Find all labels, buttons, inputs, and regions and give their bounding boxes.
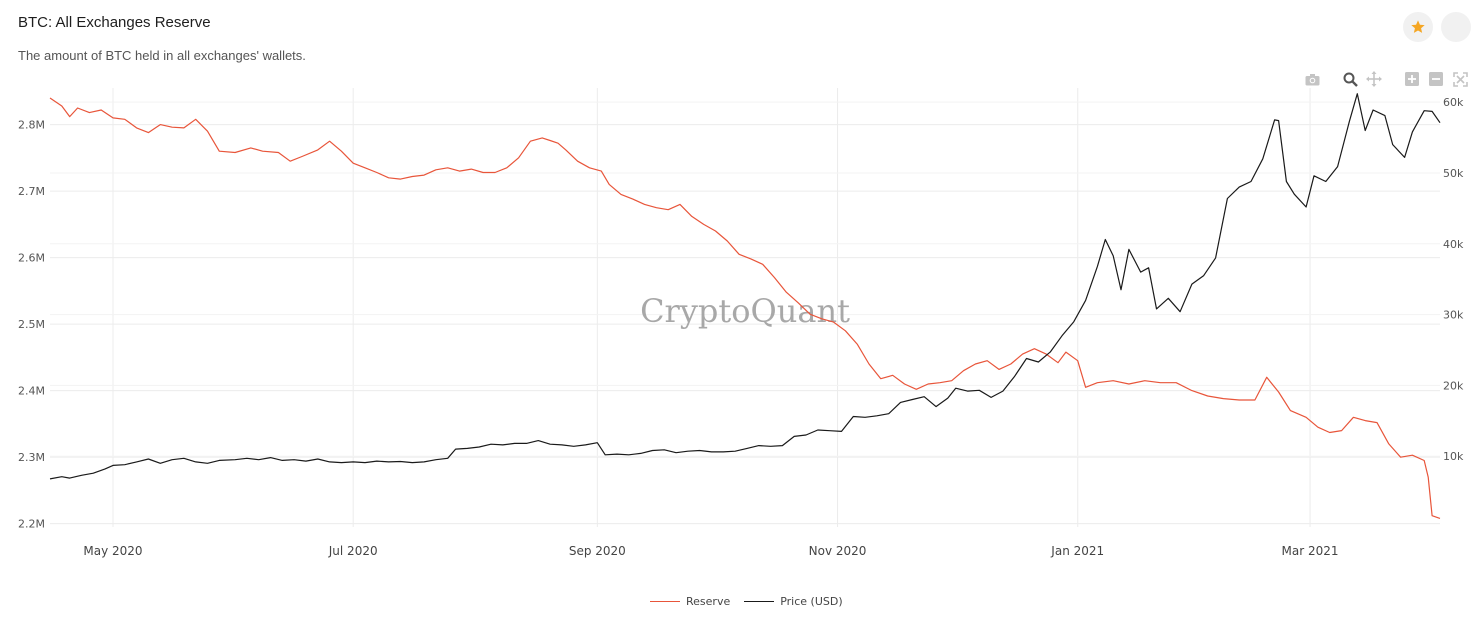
y-left-tick-label: 2.4M bbox=[18, 385, 45, 398]
y-right-tick-label: 10k bbox=[1443, 450, 1464, 463]
y-right-tick-label: 30k bbox=[1443, 309, 1464, 322]
y-left-tick-label: 2.2M bbox=[18, 518, 45, 531]
zoom-out-icon[interactable] bbox=[1427, 70, 1445, 88]
y-right-tick-label: 50k bbox=[1443, 167, 1464, 180]
x-tick-label: Mar 2021 bbox=[1282, 544, 1339, 558]
legend-swatch-reserve bbox=[650, 601, 680, 602]
y-right-tick-label: 20k bbox=[1443, 379, 1464, 392]
left-axis: 2.2M 2.3M 2.4M 2.5M 2.6M 2.7M 2.8M bbox=[18, 119, 45, 531]
legend-swatch-price bbox=[744, 601, 775, 602]
star-icon bbox=[1411, 20, 1425, 33]
x-tick-label: May 2020 bbox=[83, 544, 142, 558]
x-tick-label: Jan 2021 bbox=[1050, 544, 1104, 558]
y-left-tick-label: 2.7M bbox=[18, 185, 45, 198]
reset-axes-icon[interactable] bbox=[1451, 70, 1469, 88]
x-tick-label: Jul 2020 bbox=[328, 544, 378, 558]
reserve-series-line bbox=[49, 97, 1441, 519]
chart-subtitle: The amount of BTC held in all exchanges'… bbox=[18, 48, 306, 63]
legend-item-reserve[interactable]: Reserve bbox=[650, 595, 730, 608]
y-left-tick-label: 2.8M bbox=[18, 119, 45, 132]
camera-icon[interactable] bbox=[1303, 70, 1321, 88]
price-series-line bbox=[49, 93, 1441, 480]
zoom-in-icon[interactable] bbox=[1403, 70, 1421, 88]
legend-label-reserve: Reserve bbox=[686, 595, 731, 608]
grid-lines bbox=[50, 88, 1440, 527]
series-layer bbox=[49, 93, 1441, 519]
chart-toolbar bbox=[1303, 70, 1469, 88]
pan-icon[interactable] bbox=[1365, 70, 1383, 88]
y-left-tick-label: 2.5M bbox=[18, 318, 45, 331]
y-right-tick-label: 40k bbox=[1443, 238, 1464, 251]
right-axis: 10k 20k 30k 40k 50k 60k bbox=[1443, 96, 1464, 463]
watermark: CryptoQuant bbox=[640, 292, 850, 330]
x-axis: May 2020 Jul 2020 Sep 2020 Nov 2020 Jan 2021… bbox=[83, 544, 1338, 558]
zoom-icon[interactable] bbox=[1341, 70, 1359, 88]
x-tick-label: Nov 2020 bbox=[809, 544, 867, 558]
legend: Reserve Price (USD) bbox=[650, 595, 843, 608]
chart-title: BTC: All Exchanges Reserve bbox=[18, 14, 211, 31]
y-right-tick-label: 60k bbox=[1443, 96, 1464, 109]
more-options-button[interactable] bbox=[1441, 12, 1471, 42]
y-left-tick-label: 2.6M bbox=[18, 252, 45, 265]
legend-label-price: Price (USD) bbox=[780, 595, 843, 608]
favorite-button[interactable] bbox=[1403, 12, 1433, 42]
x-tick-label: Sep 2020 bbox=[569, 544, 626, 558]
y-left-tick-label: 2.3M bbox=[18, 451, 45, 464]
legend-item-price[interactable]: Price (USD) bbox=[744, 595, 843, 608]
